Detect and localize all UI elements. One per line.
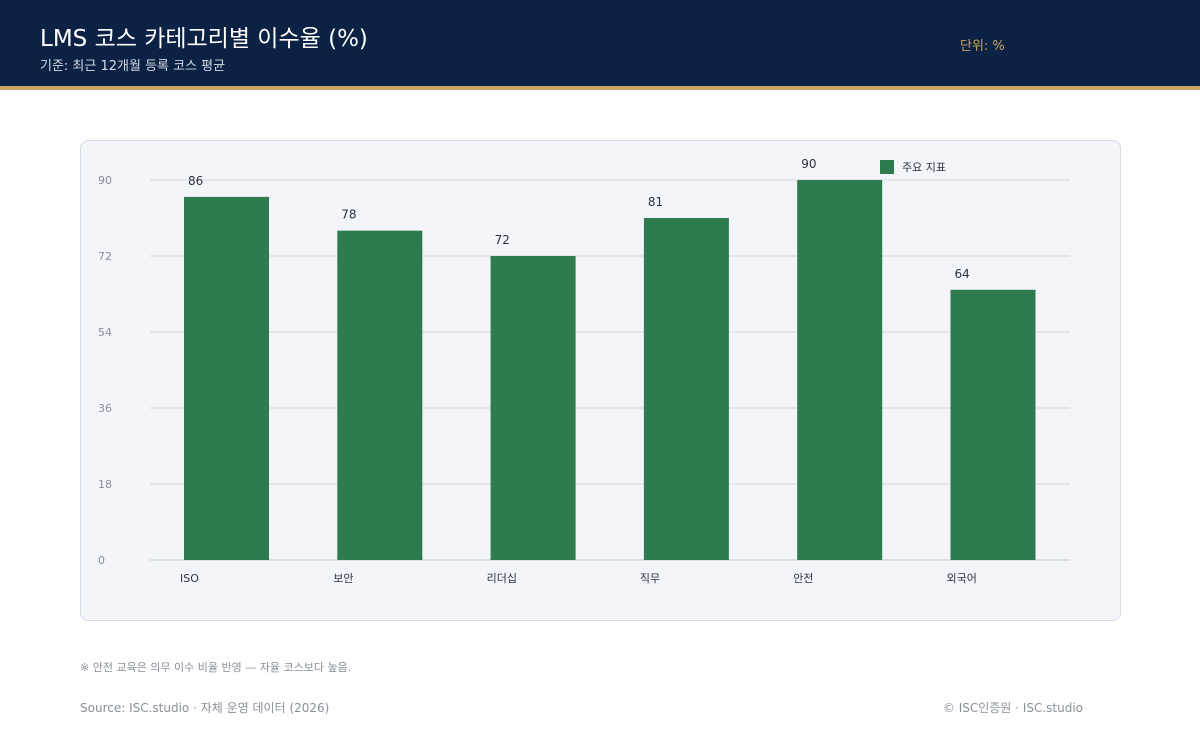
y-tick-label: 18 bbox=[98, 478, 112, 491]
legend-label: 주요 지표 bbox=[902, 161, 946, 174]
bar bbox=[490, 256, 576, 560]
x-tick-label: 보안 bbox=[333, 572, 353, 585]
data-label: 90 bbox=[801, 157, 816, 171]
data-label: 72 bbox=[495, 233, 510, 247]
y-tick-label: 72 bbox=[98, 250, 112, 263]
header-accent-rule bbox=[0, 86, 1200, 90]
data-label: 86 bbox=[188, 174, 203, 188]
data-label: 64 bbox=[955, 267, 970, 281]
x-tick-label: 리더십 bbox=[487, 572, 517, 585]
bar bbox=[797, 180, 883, 560]
bar bbox=[337, 230, 423, 560]
y-tick-label: 36 bbox=[98, 402, 112, 415]
bar bbox=[950, 289, 1036, 560]
y-tick-label: 0 bbox=[98, 554, 105, 567]
source-text: Source: ISC.studio · 자체 운영 데이터 (2026) bbox=[80, 701, 330, 715]
page-title: LMS 코스 카테고리별 이수율 (%) bbox=[40, 26, 368, 52]
x-tick-label: ISO bbox=[180, 572, 199, 585]
bar bbox=[643, 218, 729, 560]
x-tick-label: 직무 bbox=[640, 572, 660, 585]
unit-label: 단위: % bbox=[960, 39, 1005, 54]
copyright-text: © ISC인증원 · ISC.studio bbox=[942, 701, 1083, 715]
page-subtitle: 기준: 최근 12개월 등록 코스 평균 bbox=[40, 59, 226, 74]
legend-swatch bbox=[880, 160, 894, 174]
y-tick-label: 90 bbox=[98, 174, 112, 187]
bar bbox=[184, 196, 269, 560]
y-tick-label: 54 bbox=[98, 326, 112, 339]
data-label: 78 bbox=[341, 208, 356, 222]
x-tick-label: 외국어 bbox=[947, 572, 977, 585]
x-tick-label: 안전 bbox=[793, 572, 813, 585]
header-bar bbox=[0, 0, 1200, 86]
footnote: ※ 안전 교육은 의무 이수 비율 반영 — 자율 코스보다 높음. bbox=[80, 661, 352, 674]
data-label: 81 bbox=[648, 195, 663, 209]
